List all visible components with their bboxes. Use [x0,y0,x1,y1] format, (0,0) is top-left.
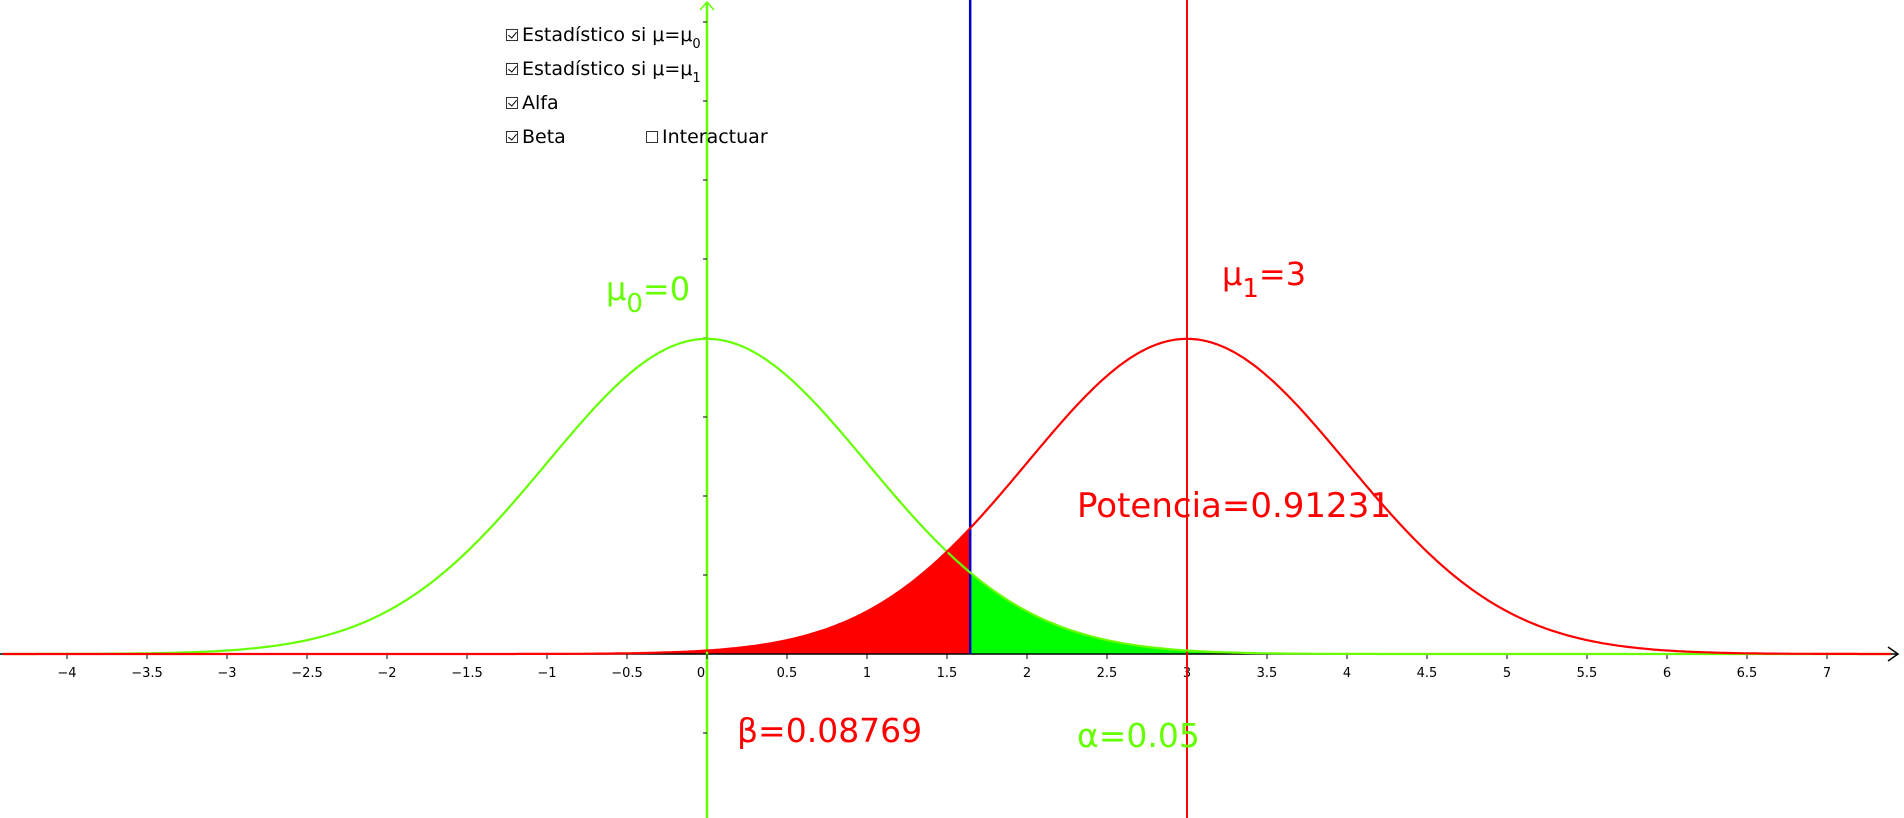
checkbox-stat-mu1[interactable]: Estadístico si μ=μ1 [506,58,701,86]
x-tick-label: 5 [1503,666,1511,681]
beta-area [3,528,971,654]
alpha-label: α=0.05 [1077,716,1200,755]
checkbox-box[interactable] [506,63,518,75]
checkbox-label: Interactuar [662,126,768,148]
checkbox-label: Estadístico si μ=μ1 [522,58,701,86]
x-tick-label: −2.5 [291,666,323,681]
x-tick-label: 6.5 [1737,666,1758,681]
x-tick-label: 5.5 [1577,666,1598,681]
checkbox-alfa[interactable]: Alfa [506,92,559,114]
checkbox-label: Alfa [522,92,559,114]
x-tick-label: −3 [217,666,236,681]
h1-curve [3,337,1891,656]
checkbox-box[interactable] [646,131,658,143]
x-tick-label: 1 [863,666,871,681]
x-tick-label: −1 [537,666,556,681]
x-tick-label: 0 [697,666,705,681]
checkbox-interactuar[interactable]: Interactuar [646,126,768,148]
checkbox-box[interactable] [506,97,518,109]
checkbox-box[interactable] [506,29,518,41]
x-axis-arrow [1887,646,1900,662]
x-tick-label: 6 [1663,666,1671,681]
x-tick-label: −2 [377,666,396,681]
y-axis-arrow [699,0,715,11]
x-tick-label: −4 [57,666,76,681]
x-tick-label: 2 [1023,666,1031,681]
power-label: Potencia=0.91231 [1077,486,1391,526]
x-tick-label: 0.5 [777,666,798,681]
checkbox-beta[interactable]: Beta [506,126,566,148]
checkbox-box[interactable] [506,131,518,143]
x-axis-ticks: −4−3.5−3−2.5−2−1.5−1−0.500.511.522.533.5… [57,654,1831,681]
x-tick-label: 4.5 [1417,666,1438,681]
checkbox-label: Estadístico si μ=μ0 [522,24,701,52]
x-tick-label: −1.5 [451,666,483,681]
mu0-label: μ0=0 [606,270,690,319]
mu1-label: μ1=3 [1222,255,1306,304]
x-tick-label: 7 [1823,666,1831,681]
checkbox-stat-mu0[interactable]: Estadístico si μ=μ0 [506,24,701,52]
x-tick-label: 2.5 [1097,666,1118,681]
x-tick-label: 1.5 [937,666,958,681]
checkbox-label: Beta [522,126,566,148]
x-tick-label: 3.5 [1257,666,1278,681]
beta-label: β=0.08769 [737,711,922,750]
x-tick-label: −3.5 [131,666,163,681]
alpha-area [970,572,1891,654]
x-tick-label: −0.5 [611,666,643,681]
x-tick-label: 4 [1343,666,1351,681]
